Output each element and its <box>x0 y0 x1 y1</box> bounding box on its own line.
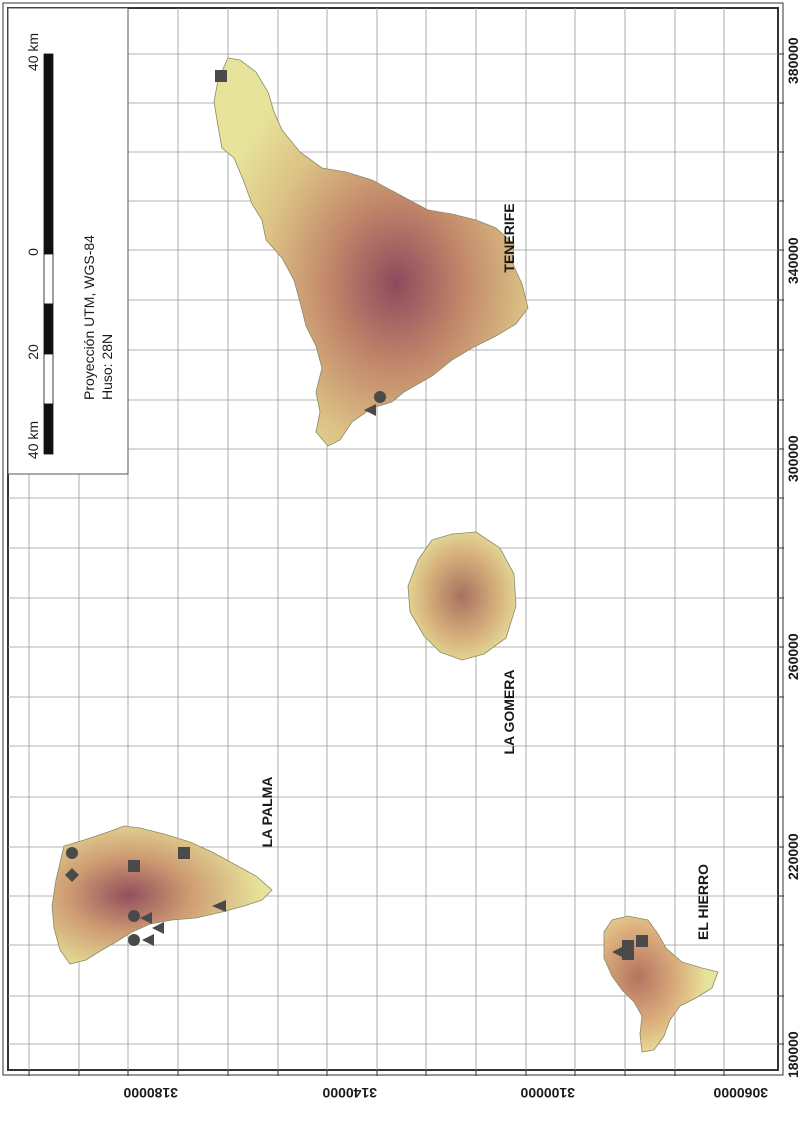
label-la-gomera: LA GOMERA <box>501 669 517 754</box>
island-la-palma <box>51 825 273 965</box>
island-tenerife <box>213 57 529 447</box>
scale-label-right: 40 km <box>25 33 41 71</box>
left-axis-label: 3060000 <box>713 1085 768 1101</box>
triangle-icon <box>612 945 626 959</box>
left-axis-label: 3180000 <box>123 1085 178 1101</box>
bottom-axis-label: 380000 <box>785 37 801 84</box>
bottom-axis-label: 180000 <box>785 1031 801 1078</box>
bottom-axis-labels: 180000 220000 260000 300000 340000 38000… <box>785 37 801 1078</box>
square-icon <box>215 70 227 82</box>
bottom-axis-ticks <box>28 1070 725 1076</box>
map-frame-outer <box>2 2 784 1076</box>
left-axis-labels: 3180000 3140000 3100000 3060000 <box>123 1085 768 1101</box>
legend: 40 km 0 20 40 km Proyección UTM, WGS-84 … <box>7 7 129 475</box>
square-icon <box>178 847 190 859</box>
scale-bar <box>43 53 54 455</box>
circle-icon <box>66 847 78 859</box>
projection-line1: Proyección UTM, WGS-84 <box>81 235 97 400</box>
scale-label-left: 40 km <box>25 421 41 459</box>
bottom-axis-label: 260000 <box>785 633 801 680</box>
triangle-icon <box>142 934 154 946</box>
bottom-axis-label: 220000 <box>785 833 801 880</box>
triangle-icon <box>212 900 226 912</box>
left-axis-label: 3140000 <box>322 1085 377 1101</box>
label-el-hierro: EL HIERRO <box>695 864 711 940</box>
square-icon <box>636 935 648 947</box>
legend-box <box>7 7 129 475</box>
circle-icon <box>374 391 386 403</box>
circle-icon <box>128 934 140 946</box>
diamond-icon <box>65 868 79 882</box>
triangle-icon <box>152 922 164 934</box>
label-tenerife: TENERIFE <box>501 203 517 272</box>
bottom-axis-label: 340000 <box>785 237 801 284</box>
island-la-gomera <box>407 531 517 661</box>
label-la-palma: LA PALMA <box>259 777 275 848</box>
bottom-axis-label: 300000 <box>785 435 801 482</box>
circle-icon <box>128 910 140 922</box>
left-axis-label: 3100000 <box>520 1085 575 1101</box>
triangle-icon <box>140 912 152 924</box>
square-icon <box>128 860 140 872</box>
scale-label-0: 0 <box>25 248 41 256</box>
markers <box>65 70 648 960</box>
projection-line2: Huso: 28N <box>99 334 115 400</box>
scale-label-20: 20 <box>25 344 41 360</box>
right-axis-ticks <box>778 53 784 1045</box>
triangle-icon <box>364 404 376 416</box>
